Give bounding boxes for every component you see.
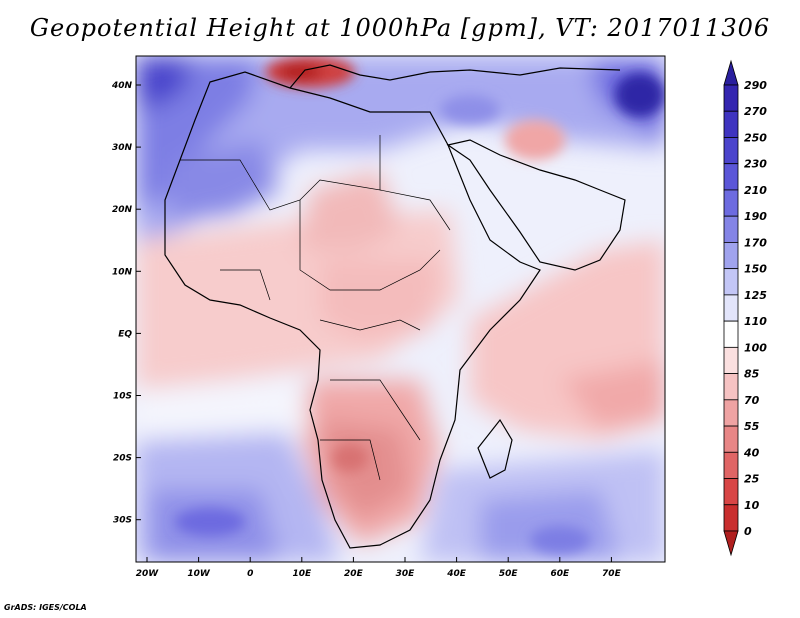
colorbar-label: 40	[743, 446, 760, 459]
colorbar-segment	[723, 294, 739, 322]
colorbar-top-arrow	[723, 59, 739, 86]
lat-tick-label: 20N	[112, 205, 133, 215]
colorbar-bottom-arrow	[723, 530, 739, 557]
colorbar-segment	[723, 373, 739, 401]
colorbar-label: 125	[744, 289, 767, 302]
country-borders	[180, 135, 451, 481]
colorbar-label: 270	[744, 105, 767, 118]
lat-tick-label: 30S	[113, 516, 132, 526]
axis-ticks: 20W 10W 0 10E 20E 30E 40E 50E 60E 70E 40N 30N 20N 10N…	[111, 81, 622, 579]
lat-tick-label: 40N	[111, 81, 133, 91]
lat-tick-label: 10S	[113, 392, 132, 402]
colorbar-label: 190	[744, 210, 767, 223]
colorbar-label: 230	[744, 158, 767, 171]
lat-tick-label: EQ	[118, 329, 132, 339]
colorbar-segment	[723, 451, 739, 479]
colorbar-segment	[723, 268, 739, 296]
colorbar-label: 85	[744, 368, 760, 381]
colorbar-label: 150	[744, 263, 767, 276]
chart-title: Geopotential Height at 1000hPa [gpm], VT…	[29, 14, 771, 42]
colorbar-label: 100	[744, 341, 767, 354]
lon-tick-label: 10W	[187, 569, 211, 579]
colorbar-segment	[723, 320, 739, 348]
colorbar-label: 170	[744, 236, 767, 249]
colorbar-label: 70	[744, 394, 760, 407]
colorbar-segment	[723, 504, 739, 532]
colorbar-label: 210	[744, 184, 767, 197]
colorbar-segment	[723, 478, 739, 506]
colorbar-label: 55	[744, 420, 760, 433]
colorbar-label: 250	[744, 131, 767, 144]
colorbar: 2902702502302101901701501251101008570554…	[723, 59, 767, 557]
lon-tick-label: 30E	[396, 569, 416, 579]
colorbar-segment	[723, 346, 739, 374]
footer-credit: GrADS: IGES/COLA	[4, 603, 87, 612]
lon-tick-label: 60E	[550, 569, 570, 579]
colorbar-segment	[723, 189, 739, 217]
colorbar-segment	[723, 425, 739, 453]
lon-tick-label: 10E	[292, 569, 312, 579]
lat-tick-label: 10N	[112, 267, 133, 277]
colorbar-label: 25	[744, 473, 760, 486]
lat-tick-label: 30N	[112, 143, 133, 153]
lon-tick-label: 40E	[446, 569, 467, 579]
field-shading	[136, 56, 665, 562]
colorbar-segment	[723, 84, 739, 112]
lon-tick-label: 0	[247, 569, 253, 579]
lon-tick-label: 20E	[344, 569, 364, 579]
colorbar-label: 290	[744, 79, 767, 92]
colorbar-segment	[723, 137, 739, 165]
colorbar-segment	[723, 215, 739, 243]
colorbar-segment	[723, 163, 739, 191]
lon-tick-label: 20W	[136, 569, 160, 579]
plot-frame	[135, 55, 666, 563]
lon-tick-label: 50E	[499, 569, 519, 579]
colorbar-label: 0	[744, 525, 752, 538]
colorbar-label: 110	[744, 315, 767, 328]
colorbar-segment	[723, 242, 739, 270]
colorbar-segment	[723, 399, 739, 427]
colorbar-label: 10	[744, 499, 760, 512]
lat-tick-label: 20S	[113, 454, 132, 464]
colorbar-segment	[723, 110, 739, 138]
lon-tick-label: 70E	[602, 569, 622, 579]
coastlines	[164, 64, 626, 549]
